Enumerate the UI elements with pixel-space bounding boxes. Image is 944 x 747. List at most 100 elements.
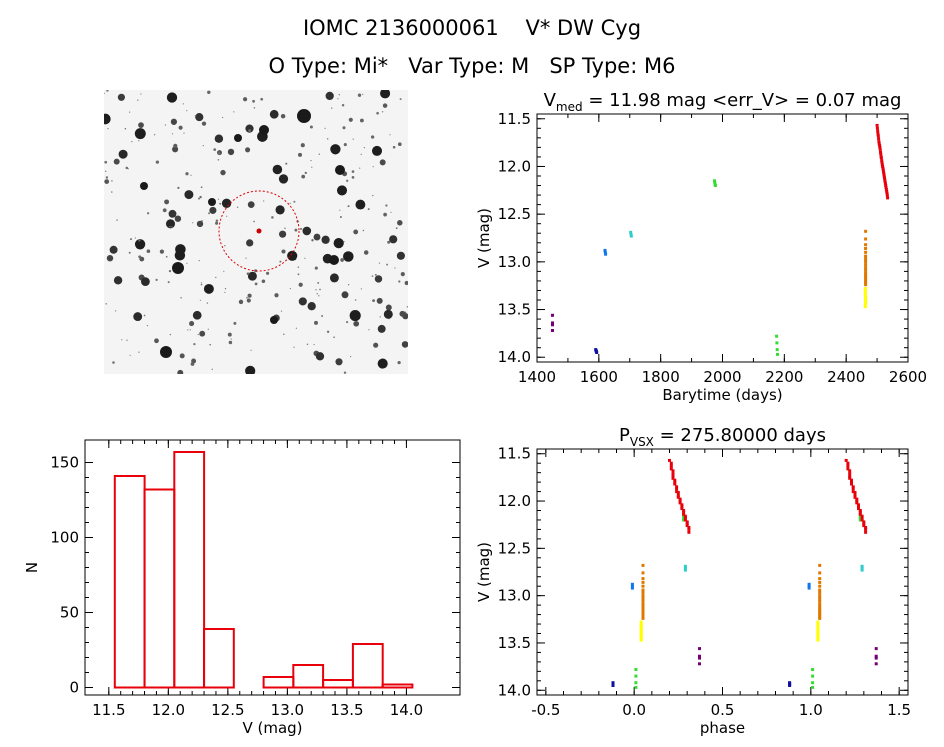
finder-star — [131, 140, 133, 143]
finder-star — [399, 98, 402, 101]
phased-series-blue — [630, 582, 811, 590]
finder-star — [293, 200, 296, 203]
phased-title: PVSX = 275.80000 days — [619, 425, 826, 449]
finder-star — [353, 229, 359, 235]
lightcurve-point — [713, 179, 716, 183]
phased-point — [669, 464, 673, 468]
finder-star — [387, 240, 391, 244]
phased-point — [683, 564, 687, 568]
finder-star — [215, 219, 219, 222]
finder-star — [186, 110, 188, 112]
lightcurve-point — [864, 281, 868, 285]
finder-star — [224, 288, 227, 290]
finder-star — [118, 149, 128, 159]
finder-star — [184, 190, 194, 200]
phased-point — [698, 662, 701, 666]
phased-point — [671, 476, 675, 480]
finder-star — [326, 138, 329, 140]
finder-star — [219, 202, 222, 205]
lightcurve-xtick-label: 2000 — [703, 368, 741, 386]
finder-star — [389, 134, 391, 136]
finder-star — [274, 293, 279, 298]
phased-point — [683, 516, 687, 520]
finder-bright-star — [160, 346, 172, 358]
phased-point — [850, 480, 853, 484]
phased-point — [858, 515, 862, 519]
lightcurve-point — [713, 181, 717, 185]
lightcurve-point — [864, 277, 868, 281]
histogram-ytick-label: 100 — [50, 529, 79, 547]
phased-point — [818, 577, 822, 581]
lightcurve-point — [879, 152, 883, 156]
finder-star — [301, 174, 306, 179]
otype-value: Mi* — [353, 54, 389, 78]
vartype-value: M — [511, 54, 530, 78]
finder-star — [350, 356, 352, 358]
finder-star — [224, 291, 226, 293]
lightcurve-point — [877, 140, 881, 144]
finder-star — [179, 353, 185, 359]
phased-point — [641, 599, 645, 603]
finder-star — [304, 257, 306, 259]
phased-point — [807, 584, 811, 588]
finder-star — [337, 98, 339, 100]
phased-series-green-2 — [634, 668, 815, 689]
lightcurve-point — [863, 293, 867, 297]
finder-star — [272, 164, 283, 175]
phased-xtick-label: 0.0 — [622, 701, 646, 719]
finder-star — [314, 266, 318, 270]
phased-point — [678, 501, 682, 505]
lightcurve-point — [863, 305, 867, 309]
finder-star — [138, 239, 141, 242]
phased-point — [641, 594, 645, 598]
lightcurve-xtick-label: 2200 — [765, 368, 803, 386]
finder-star — [374, 275, 383, 283]
phased-series-cyan — [683, 564, 864, 572]
star-id: IOMC 2136000061 — [302, 16, 499, 40]
finder-star — [134, 237, 136, 239]
lightcurve-point — [883, 182, 887, 186]
finder-star — [253, 220, 255, 223]
phased-xtick-label: 1.0 — [799, 701, 823, 719]
finder-star — [368, 329, 370, 331]
phased-point — [862, 522, 866, 526]
finder-star — [275, 205, 285, 215]
phased-point — [676, 491, 680, 494]
finder-star — [246, 239, 254, 247]
star-name: V* DW Cyg — [525, 16, 642, 40]
phased-point — [855, 501, 859, 505]
phased-point — [818, 563, 822, 567]
histogram-bar — [292, 664, 325, 689]
finder-star — [372, 299, 376, 303]
otype-label: O Type: — [268, 54, 348, 78]
finder-bright-star — [335, 165, 345, 175]
finder-bright-star — [140, 182, 148, 190]
lightcurve-point — [864, 279, 868, 283]
finder-star — [400, 272, 405, 277]
finder-star — [226, 215, 228, 217]
finder-star — [315, 289, 317, 291]
histogram-bar — [381, 683, 414, 689]
lightcurve-ytick-label: 12.0 — [498, 157, 531, 175]
phased-point — [844, 458, 848, 462]
lightcurve-point — [885, 193, 889, 197]
finder-star — [399, 310, 406, 317]
finder-star — [141, 277, 150, 286]
finder-star — [104, 160, 108, 164]
phased-point — [818, 613, 822, 617]
lightcurve-point — [881, 165, 885, 168]
phased-point — [634, 681, 638, 685]
finder-star — [139, 256, 145, 262]
finder-star — [318, 153, 321, 155]
phased-point — [676, 493, 680, 497]
phased-point — [698, 654, 701, 658]
phased-point — [673, 480, 677, 484]
finder-star — [217, 159, 220, 161]
finder-star — [313, 233, 321, 241]
finder-star — [129, 238, 133, 241]
histogram-bar — [143, 488, 176, 689]
finder-star — [171, 133, 174, 135]
finder-star — [138, 351, 140, 353]
finder-star — [206, 302, 209, 304]
finder-star — [104, 179, 110, 184]
